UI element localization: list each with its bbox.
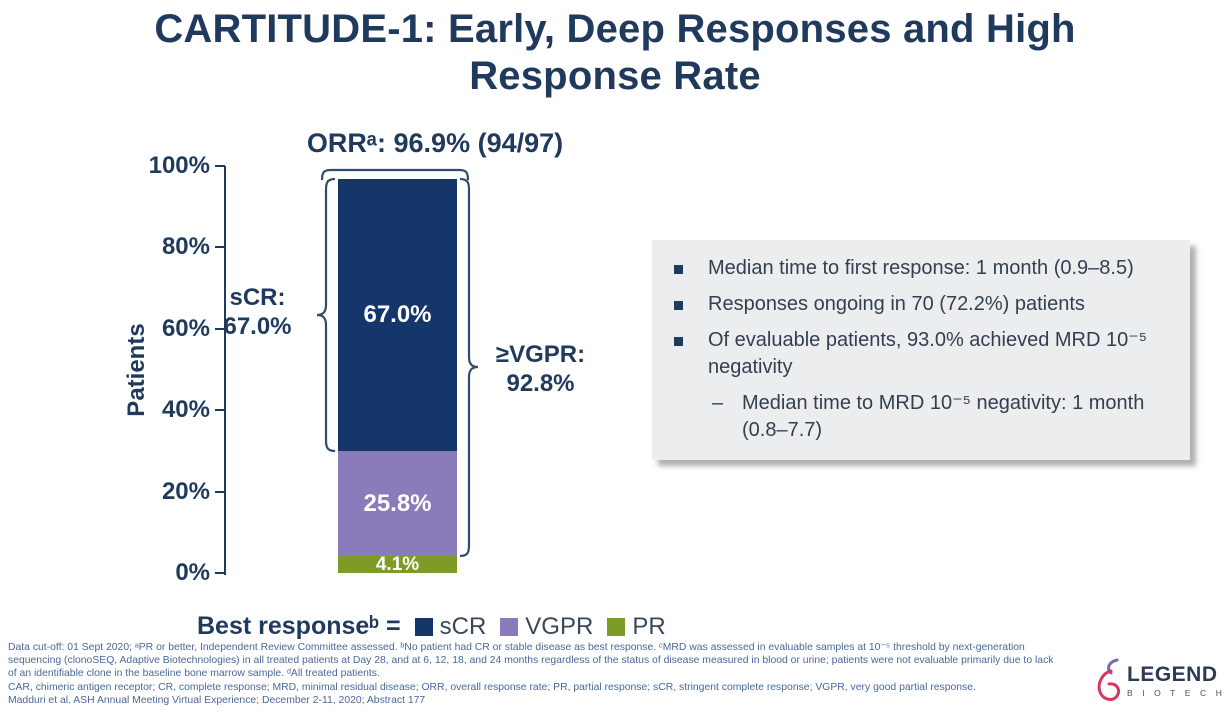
y-tick-label: 60% <box>161 315 210 342</box>
logo-name: LEGEND <box>1127 663 1218 686</box>
pr-swatch-icon <box>607 617 626 636</box>
y-tick-mark <box>215 409 225 411</box>
y-tick-label: 40% <box>161 396 210 423</box>
bar-segment-vgpr-label: 25.8% <box>363 489 432 517</box>
legend-item-vgpr: VGPR <box>500 613 593 641</box>
legend-prefix: Best responseᵇ = <box>197 612 401 640</box>
bullet-item: Responses ongoing in 70 (72.2%) patients <box>674 291 1168 318</box>
page-title: CARTITUDE-1: Early, Deep Responses and H… <box>0 6 1230 100</box>
y-tick-mark <box>215 165 225 167</box>
y-tick-mark <box>215 328 225 330</box>
scr-brace-icon <box>316 177 336 453</box>
y-tick-label: 80% <box>161 233 210 260</box>
y-axis-title: Patients <box>123 323 150 417</box>
y-tick-label: 0% <box>175 559 210 586</box>
footnote-line-5: Madduri et al. ASH Annual Meeting Virtua… <box>8 694 426 706</box>
legend-item-scr-label: sCR <box>439 612 487 640</box>
vgpr-annotation: ≥VGPR: 92.8% <box>478 340 603 398</box>
bullet-text: Median time to first response: 1 month (… <box>708 257 1134 279</box>
scr-annotation-line1: sCR: <box>229 284 286 311</box>
y-axis-line <box>224 166 226 575</box>
vgpr-annotation-line1: ≥VGPR: <box>495 341 586 368</box>
footnote-line-1: Data cut-off: 01 Sept 2020; ᵃPR or bette… <box>8 642 1025 653</box>
footnote-line-3: of an identifiable clone in the baseline… <box>8 668 380 680</box>
y-tick-label: 20% <box>161 478 210 505</box>
y-tick-label: 100% <box>148 152 210 179</box>
bar-segment-pr-label: 4.1% <box>375 554 420 575</box>
scr-annotation: sCR: 67.0% <box>200 283 315 341</box>
page-title-line2: Response Rate <box>469 54 761 98</box>
orr-annotation: ORRᵃ: 96.9% (94/97) <box>306 128 564 158</box>
footnotes: Data cut-off: 01 Sept 2020; ᵃPR or bette… <box>8 641 1053 707</box>
legend-helix-icon <box>1097 658 1121 701</box>
bar-segment-pr: 4.1% <box>338 554 457 575</box>
y-tick-mark <box>215 246 225 248</box>
logo-subtitle: B I O T E C H <box>1127 688 1226 698</box>
footnote-line-4: CAR, chimeric antigen receptor; CR, comp… <box>8 681 976 693</box>
square-bullet-icon <box>674 291 708 318</box>
square-bullet-icon <box>674 255 708 282</box>
y-tick-mark <box>215 491 225 493</box>
vgpr-brace-icon <box>459 177 479 558</box>
dash-bullet-icon: – <box>712 392 724 414</box>
bar-segment-scr: 67.0% <box>338 179 457 451</box>
legend-item-pr: PR <box>607 612 666 641</box>
sub-bullet-item: – Median time to MRD 10⁻⁵ negativity: 1 … <box>712 390 1168 444</box>
legend-biotech-logo: LEGEND B I O T E C H <box>1096 657 1225 705</box>
scr-swatch-icon <box>414 617 433 636</box>
bullet-item: Median time to first response: 1 month (… <box>674 255 1168 282</box>
legend-item-pr-label: PR <box>632 612 666 640</box>
vgpr-annotation-line2: 92.8% <box>506 370 575 397</box>
bullet-text: Responses ongoing in 70 (72.2%) patients <box>708 293 1085 315</box>
bullet-item: Of evaluable patients, 93.0% achieved MR… <box>674 327 1168 381</box>
vgpr-swatch-icon <box>500 617 519 636</box>
orr-brace-icon <box>320 168 470 181</box>
square-bullet-icon <box>674 327 708 381</box>
bullet-text: Of evaluable patients, 93.0% achieved MR… <box>708 329 1148 378</box>
bar-segment-scr-label: 67.0% <box>363 301 432 328</box>
bullet-text: Median time to MRD 10⁻⁵ negativity: 1 mo… <box>742 392 1145 441</box>
logo-text: LEGEND B I O T E C H <box>1127 663 1226 699</box>
scr-annotation-line2: 67.0% <box>223 313 292 340</box>
chart-legend: Best responseᵇ = sCR VGPR PR <box>197 612 666 641</box>
key-results-box: Median time to first response: 1 month (… <box>652 240 1190 460</box>
page-title-line1: CARTITUDE-1: Early, Deep Responses and H… <box>154 7 1076 51</box>
footnote-line-2: sequencing (clonoSEQ, Adaptive Biotechno… <box>8 655 1054 667</box>
bar-segment-vgpr: 25.8% <box>338 451 457 556</box>
legend-item-vgpr-label: VGPR <box>525 612 594 640</box>
y-tick-mark <box>215 572 225 574</box>
legend-item-scr: sCR <box>414 612 487 641</box>
